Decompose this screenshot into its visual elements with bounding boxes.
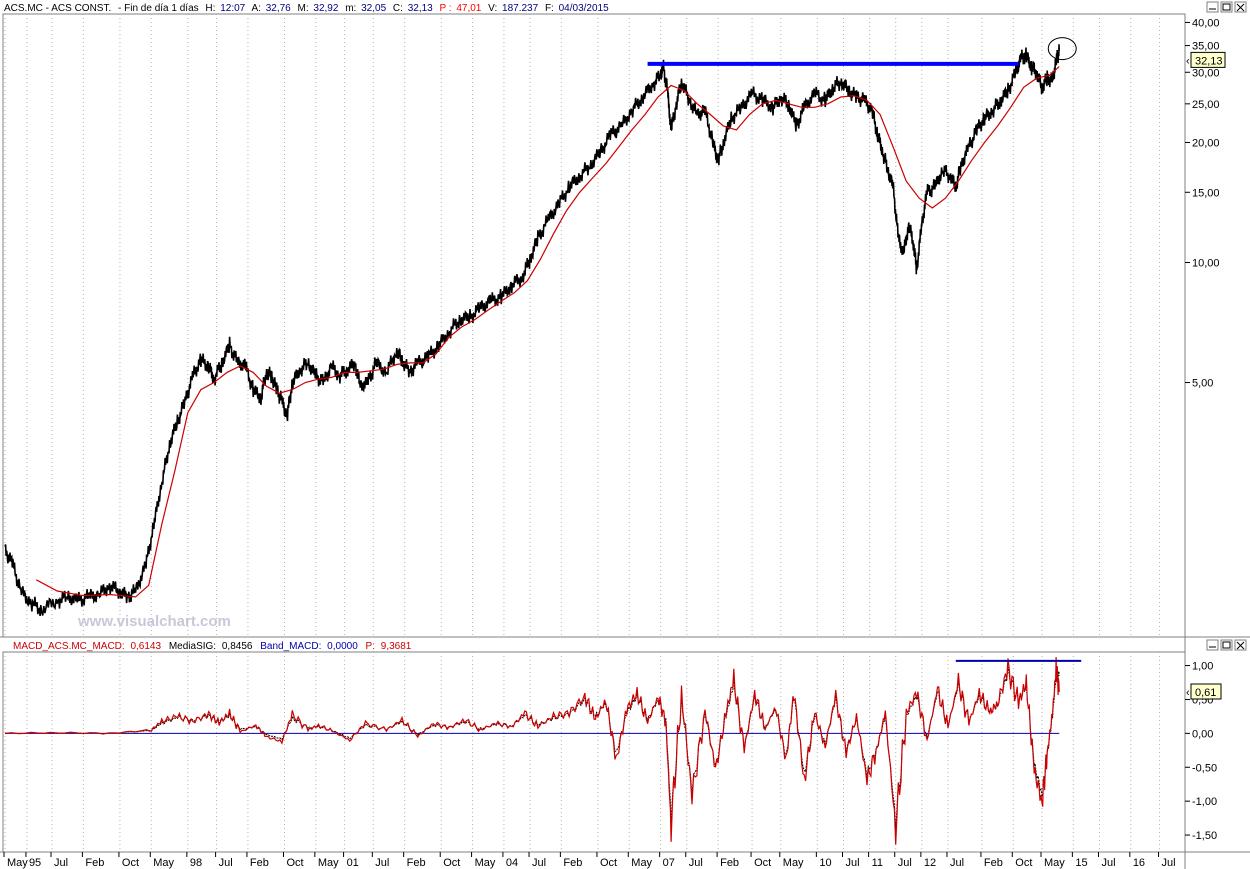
header-f-value: 04/03/2015 [559,3,609,14]
x-tick-label: Feb [984,857,1003,869]
x-tick-label: May [475,857,496,869]
x-tick-label: Feb [720,857,739,869]
x-tick-label: 12 [924,857,936,869]
x-tick-label: 01 [347,857,359,869]
header-a-value: 32,76 [266,3,291,14]
price-tick-label: 25,00 [1192,99,1220,111]
minimize-icon[interactable] [1206,1,1219,13]
x-tick-label: 98 [190,857,202,869]
x-tick-label: Jul [689,857,703,869]
price-tick-label: 35,00 [1192,41,1220,53]
signal-value: 0,8456 [222,641,253,652]
x-tick-label: Jul [375,857,389,869]
x-tick-label: 04 [506,857,518,869]
x-tick-label: May [1044,857,1065,869]
last-price-arrow: ‹ [1186,55,1190,67]
x-tick-label: 15 [1075,857,1087,869]
highlight-circle [1047,37,1077,61]
x-tick-label: May [318,857,339,869]
price-axis: 40,00 35,00 30,00 25,00 20,00 15,00 10,00 5,00 [1185,17,1220,390]
x-tick-label: Oct [1015,857,1032,869]
last-price-label: 32,13 [1195,55,1223,67]
panel-controls[interactable] [1206,1,1247,651]
macd-tick-label: -1,00 [1192,796,1217,808]
price-tick-label: 10,00 [1192,257,1220,269]
x-tick-label: 10 [819,857,831,869]
x-tick-label: 95 [29,857,41,869]
chart-header: ACS.MC - ACS CONST. - Fin de día 1 días … [4,3,609,14]
last-macd-arrow: ‹ [1186,687,1190,699]
x-tick-label: May [783,857,804,869]
x-tick-label: Jul [950,857,964,869]
macd-tick-label: -0,50 [1192,762,1217,774]
macd-line [4,657,1060,845]
macd-tick-label: -1,50 [1192,830,1217,842]
maximize-icon[interactable] [1220,1,1233,13]
x-tick-label: 16 [1133,857,1145,869]
price-series-group: 32,13 ‹ [4,37,1226,616]
last-price-box [1190,51,1226,68]
x-tick-label: Oct [286,857,303,869]
x-tick-label: 07 [663,857,675,869]
band-value: 0,0000 [327,641,358,652]
macd-p-value: 9,3681 [381,641,412,652]
header-c-value: 32,13 [408,3,433,14]
moving-average-line [36,66,1060,598]
period-label: - Fin de día 1 días [118,3,199,14]
price-tick-label: 15,00 [1192,187,1220,199]
price-tick-label: 30,00 [1192,67,1220,79]
header-min-value: 32,05 [361,3,386,14]
symbol-label: ACS.MC - ACS CONST. [4,3,111,14]
x-tick-label: May [631,857,652,869]
x-tick-label: Jul [219,857,233,869]
price-tick-label: 20,00 [1192,137,1220,149]
header-v-value: 187.237 [502,3,539,14]
price-line [4,44,1060,616]
x-tick-label: Feb [250,857,269,869]
macd-header: MACD_ACS.MC_MACD: 0,6143 MediaSIG: 0,845… [13,641,412,652]
x-tick-label: Oct [443,857,460,869]
watermark: www.visualchart.com [77,613,231,630]
vertical-gridlines [4,14,1161,852]
x-tick-label: Oct [754,857,771,869]
x-tick-label: May [7,857,28,869]
macd-value: 0,6143 [130,641,161,652]
macd-tick-label: 1,00 [1192,661,1213,673]
x-tick-label: Feb [563,857,582,869]
macd-series-group: 0,61 ‹ [4,657,1222,845]
x-tick-label: Jul [898,857,912,869]
x-tick-label: Feb [407,857,426,869]
header-p-value: 47,01 [456,3,481,14]
x-tick-label: 11 [872,857,883,869]
x-tick-label: Oct [600,857,617,869]
macd-minimize-icon[interactable] [1206,639,1219,651]
x-tick-label: Jul [845,857,859,869]
x-tick-label: Jul [1101,857,1115,869]
price-tick-label: 40,00 [1192,17,1220,29]
x-tick-label: Jul [532,857,546,869]
x-tick-label: Jul [1162,857,1176,869]
x-tick-label: Oct [122,857,139,869]
macd-tick-label: 0,00 [1192,728,1213,740]
x-tick-label: Feb [85,857,104,869]
macd-maximize-icon[interactable] [1220,639,1233,651]
header-h-value: 12:07 [220,3,245,14]
price-tick-label: 5,00 [1192,378,1213,390]
last-macd-label: 0,61 [1195,687,1216,699]
header-m-value: 32,92 [313,3,338,14]
x-tick-label: May [153,857,174,869]
last-macd-box [1190,683,1222,700]
x-tick-label: Jul [54,857,68,869]
time-axis: May 95 Jul Feb Oct May 98 Jul Feb Oct May 01 Jul Feb O… [3,852,1176,869]
